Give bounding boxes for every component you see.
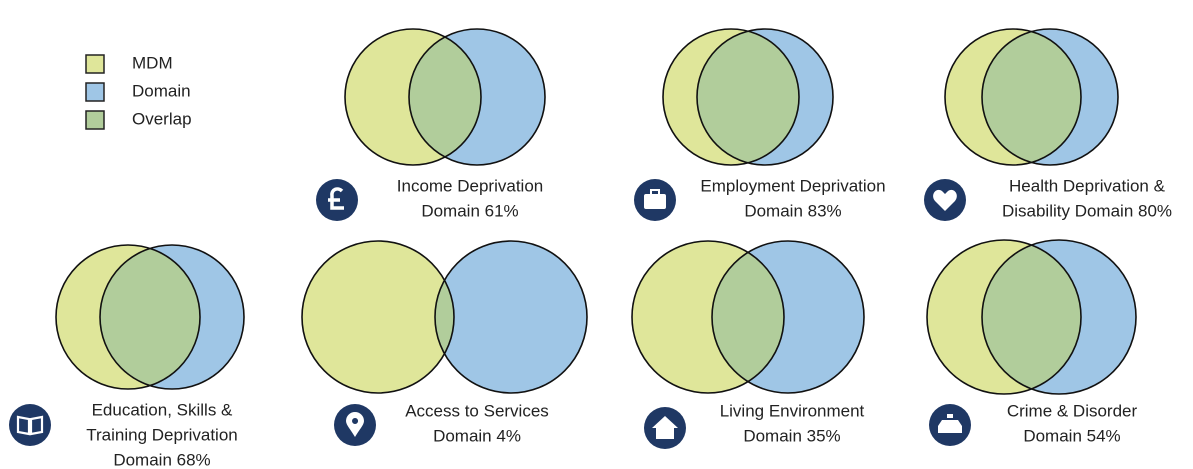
panel-icon [634,179,676,221]
icon-glyph [644,194,666,209]
mdm-circle [302,241,454,393]
domain-outline [434,240,588,394]
panel-icon [9,404,51,446]
venn-panel: Access to Services Domain 4% [301,240,588,446]
panel-icon [929,404,971,446]
overlap-region [982,240,1081,394]
icon-glyph [650,189,660,196]
icon-glyph [938,420,962,433]
panel-label: Income Deprivation [397,176,543,195]
domain-outline [981,28,1119,166]
domain-outline [981,239,1137,395]
panel-label: Domain 68% [113,450,210,469]
mdm-outline [926,239,1082,395]
overlap-region [712,241,784,393]
panel-icon [644,407,686,449]
icon-glyph [346,412,364,437]
icon-glyph [328,187,344,210]
icon-glyph [947,414,953,418]
panel-label: Domain 35% [743,426,840,445]
legend-label: MDM [132,53,173,72]
venn-panel: Employment Deprivation Domain 83% [634,28,886,221]
legend-swatch [85,54,105,74]
panel-label: Access to Services [405,401,549,420]
panel-label: Domain 61% [421,201,518,220]
domain-outline [696,28,834,166]
panel-label: Living Environment [720,401,865,420]
mdm-outline [662,28,800,166]
mdm-outline [55,244,201,390]
venn-panel: Crime & Disorder Domain 54% [926,239,1138,446]
panel-icon [924,179,966,221]
domain-outline [711,240,865,394]
icon-glyph [933,189,957,211]
panel-label: Education, Skills & [92,400,233,419]
overlap-region [982,29,1081,165]
overlap-region [697,29,799,165]
panel-label: Domain 4% [433,426,521,445]
panel-label: Employment Deprivation [700,176,885,195]
mdm-outline [631,240,785,394]
venn-panel: Living Environment Domain 35% [631,240,865,449]
panel-label: Health Deprivation & [1009,176,1166,195]
icon-glyph [16,415,44,436]
mdm-outline [944,28,1082,166]
panel-label: Domain 83% [744,201,841,220]
overlap-region [100,245,200,389]
mdm-outline [301,240,455,394]
legend-swatch [85,110,105,130]
venn-panel: Health Deprivation & Disability Domain 80… [924,28,1172,221]
panel-label: Domain 54% [1023,426,1120,445]
legend-label: Domain [132,81,191,100]
panel-label: Crime & Disorder [1007,401,1138,420]
domain-outline [408,28,546,166]
panel-icon [334,404,376,446]
venn-panel: Education, Skills & Training Deprivation D… [9,244,245,469]
domain-outline [99,244,245,390]
panel-icon [316,179,358,221]
legend-label: Overlap [132,109,192,128]
overlap-region [409,29,481,165]
legend-swatch [85,82,105,102]
panel-label: Training Deprivation [86,425,238,444]
domain-circle [435,241,587,393]
venn-panel: Income Deprivation Domain 61% [316,28,546,221]
panel-label: Disability Domain 80% [1002,201,1172,220]
mdm-outline [344,28,482,166]
icon-glyph [652,416,678,439]
